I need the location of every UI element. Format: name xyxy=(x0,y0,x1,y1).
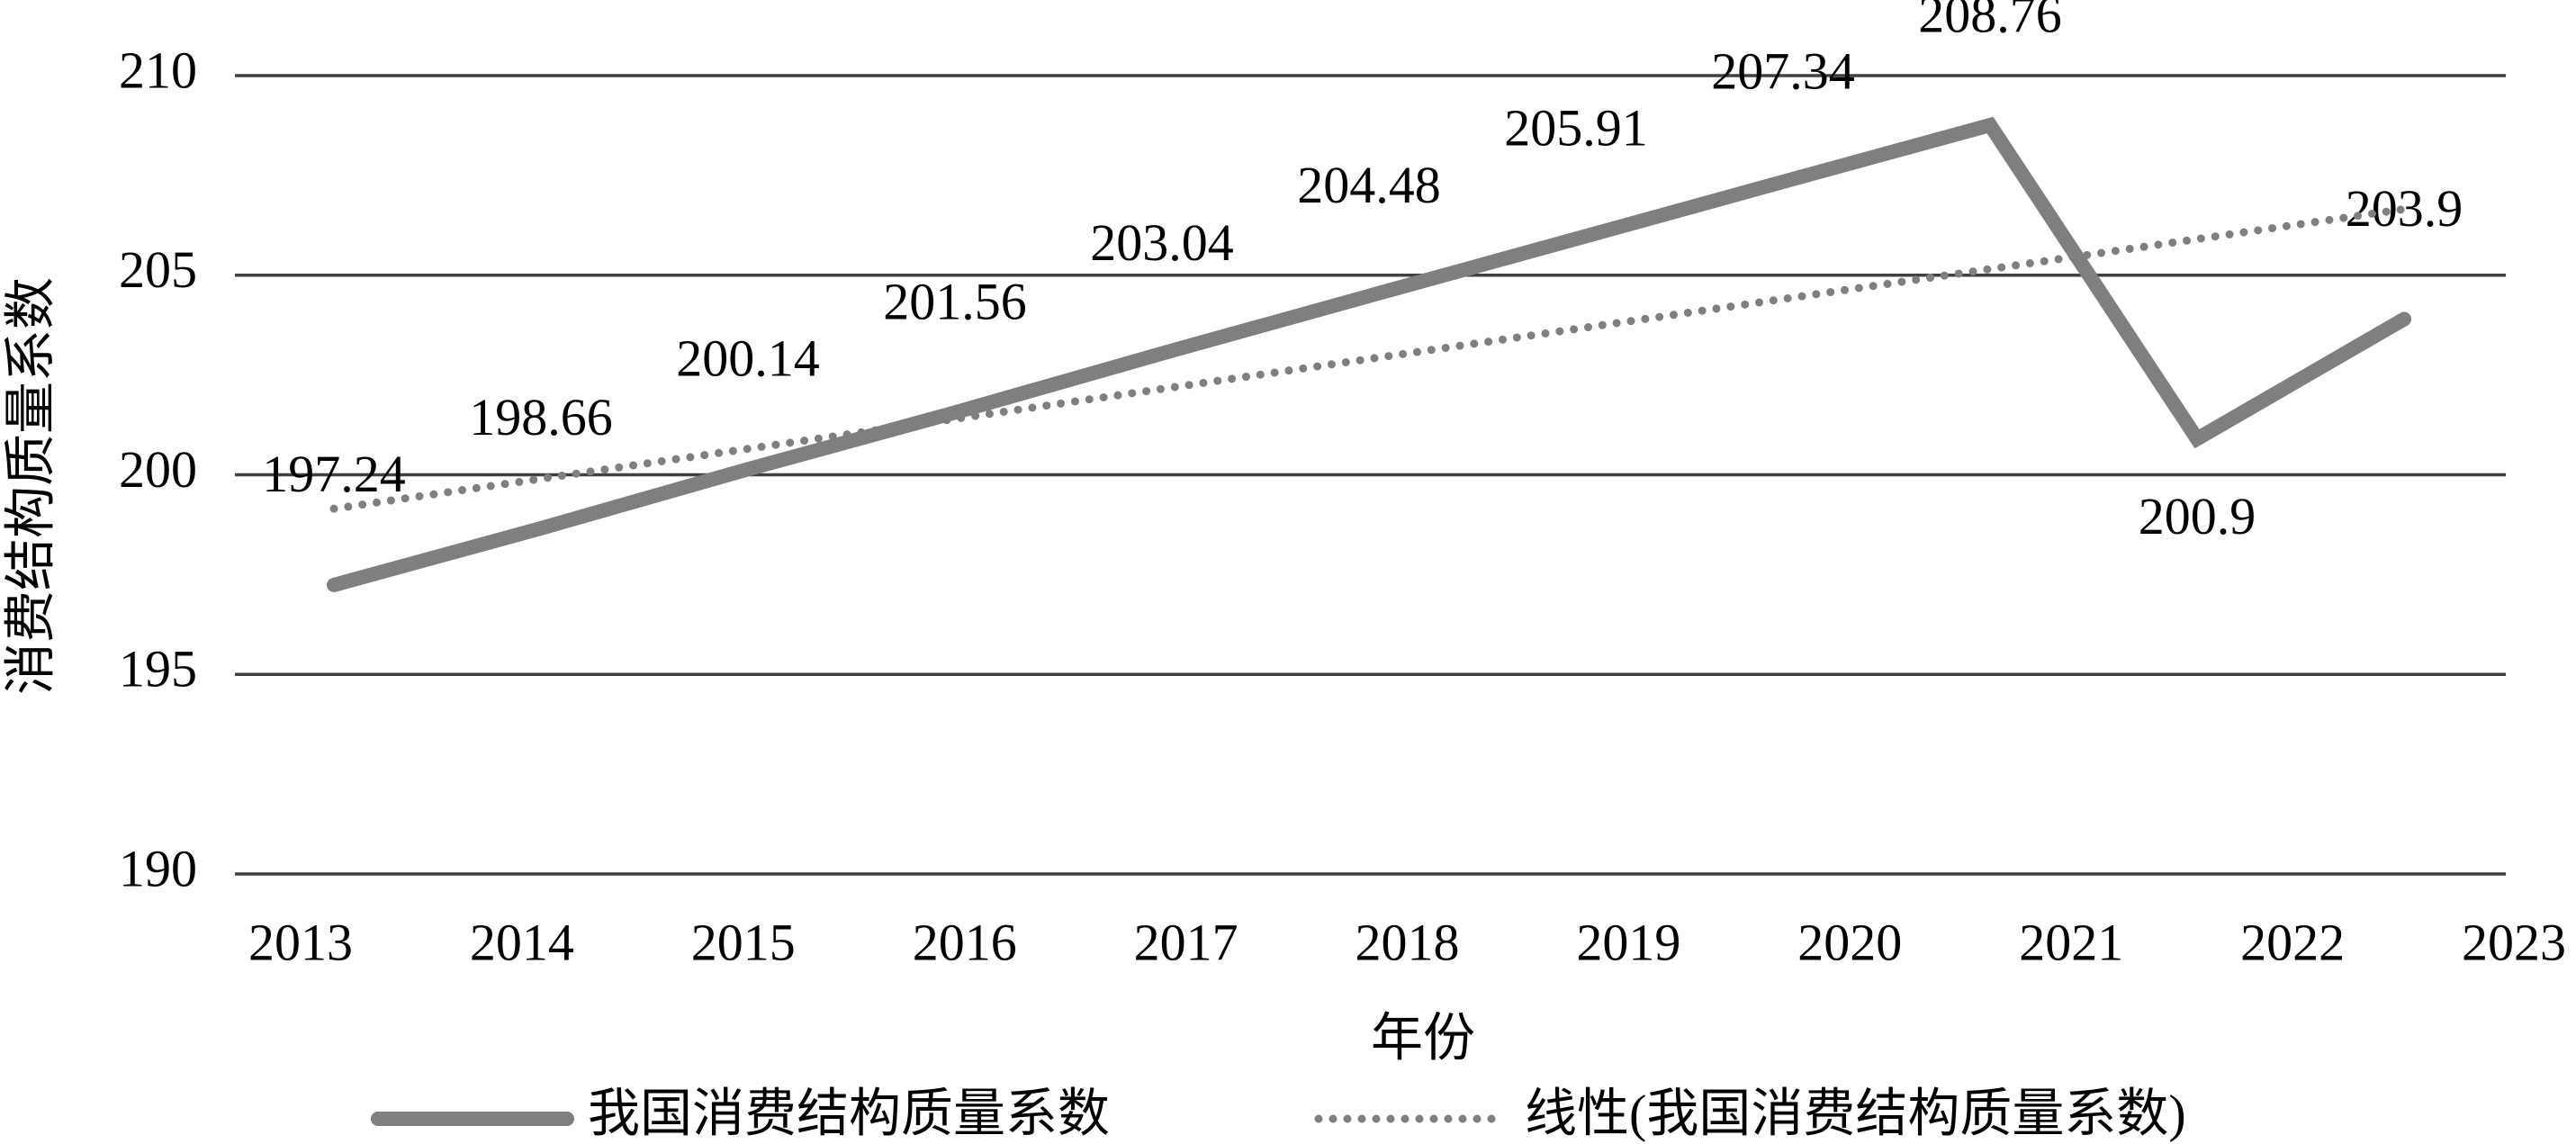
data-line xyxy=(327,116,2411,592)
y-tick-label: 195 xyxy=(119,640,197,698)
x-tick-label: 2018 xyxy=(1356,913,1460,971)
data-label: 208.76 xyxy=(1918,0,2062,43)
data-label: 204.48 xyxy=(1297,156,1441,214)
data-label: 201.56 xyxy=(883,273,1027,331)
data-label: 207.34 xyxy=(1711,41,1855,100)
x-tick-label: 2020 xyxy=(1797,913,1902,971)
y-tick-label: 200 xyxy=(119,440,197,499)
x-tick-label: 2019 xyxy=(1576,913,1680,971)
x-tick-label: 2023 xyxy=(2462,913,2566,971)
trend-line xyxy=(329,204,2409,513)
data-label: 197.24 xyxy=(262,445,406,503)
y-tick-label: 210 xyxy=(119,41,197,99)
x-tick-label: 2014 xyxy=(470,913,574,971)
y-tick-label: 205 xyxy=(119,240,197,299)
x-tick-label: 2016 xyxy=(913,913,1017,971)
data-label: 200.14 xyxy=(676,329,820,388)
legend-label: 我国消费结构质量系数 xyxy=(588,1084,1110,1142)
data-label: 198.66 xyxy=(469,388,613,446)
x-tick-label: 2022 xyxy=(2240,913,2345,971)
y-axis-title: 消费结构质量系数 xyxy=(1,277,59,695)
y-tick-label: 190 xyxy=(119,839,197,897)
x-tick-label: 2017 xyxy=(1134,913,1238,971)
data-label: 203.04 xyxy=(1090,213,1234,272)
data-label: 200.9 xyxy=(2139,487,2256,545)
x-tick-label: 2013 xyxy=(248,913,353,971)
x-tick-label: 2021 xyxy=(2019,913,2123,971)
x-tick-label: 2015 xyxy=(691,913,796,971)
legend-label: 线性(我国消费结构质量系数) xyxy=(1525,1084,2186,1142)
data-label: 205.91 xyxy=(1504,99,1648,158)
x-axis-title: 年份 xyxy=(1371,1008,1475,1067)
